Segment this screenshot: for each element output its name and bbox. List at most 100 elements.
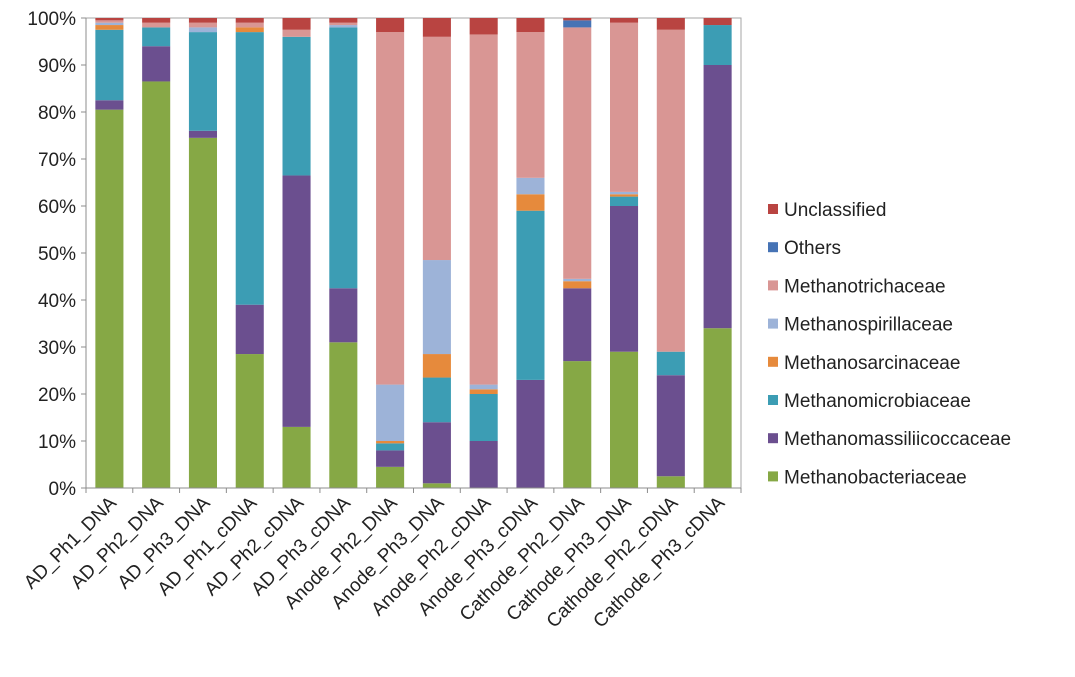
y-tick-label: 0% bbox=[49, 479, 77, 500]
bar-stack bbox=[656, 18, 685, 488]
bar-segment bbox=[235, 354, 264, 488]
legend-swatch bbox=[768, 318, 778, 329]
bar-segment bbox=[469, 34, 498, 385]
bar-segment bbox=[610, 22, 639, 192]
bar-segment bbox=[610, 196, 639, 206]
y-tick-label: 50% bbox=[38, 244, 76, 265]
bar-segment bbox=[329, 288, 358, 343]
bar-segment bbox=[516, 379, 545, 488]
bar-segment bbox=[95, 18, 124, 21]
legend-label: Methanobacteriaceae bbox=[784, 467, 967, 488]
bar-stack bbox=[142, 18, 171, 488]
bar-segment bbox=[235, 27, 264, 33]
y-tick-label: 30% bbox=[38, 338, 76, 359]
bar-segment bbox=[282, 426, 311, 488]
plot-frame bbox=[85, 17, 742, 489]
bar-segment bbox=[563, 18, 592, 21]
bar-segment bbox=[656, 375, 685, 477]
bar-segment bbox=[95, 29, 124, 101]
bar-segment bbox=[376, 466, 405, 488]
bar-segment bbox=[656, 476, 685, 488]
legend-label: Methanospirillaceae bbox=[784, 315, 953, 336]
legend-item: Methanospirillaceae bbox=[768, 315, 953, 336]
bar-stack bbox=[95, 18, 124, 489]
bar-segment bbox=[469, 18, 498, 35]
bar-segment bbox=[376, 443, 405, 451]
bar-segment bbox=[656, 18, 685, 30]
bar-segment bbox=[329, 342, 358, 488]
bar-segment bbox=[235, 22, 264, 28]
bar-stack bbox=[422, 18, 451, 488]
plot-area bbox=[85, 17, 742, 489]
bar-segment bbox=[563, 20, 592, 28]
legend-item: Methanomicrobiaceae bbox=[768, 391, 971, 412]
bar-stack bbox=[563, 18, 592, 488]
legend-label: Methanosarcinaceae bbox=[784, 353, 960, 374]
bar-segment bbox=[516, 210, 545, 380]
bar-stack bbox=[235, 18, 264, 488]
bar-segment bbox=[95, 25, 124, 30]
bar-segment bbox=[282, 36, 311, 176]
legend-label: Methanomassiliicoccaceae bbox=[784, 429, 1011, 450]
legend-label: Unclassified bbox=[784, 200, 886, 221]
bar-segment bbox=[469, 389, 498, 394]
y-tick-label: 80% bbox=[38, 103, 76, 124]
bar-segment bbox=[703, 25, 732, 65]
bar-segment bbox=[610, 206, 639, 352]
x-axis: AD_Ph1_DNAAD_Ph2_DNAAD_Ph3_DNAAD_Ph1_cDN… bbox=[20, 487, 742, 632]
bar-segment bbox=[610, 194, 639, 197]
bar-segment bbox=[376, 32, 405, 385]
y-tick-label: 70% bbox=[38, 150, 76, 171]
legend-swatch bbox=[768, 242, 778, 253]
bars bbox=[95, 18, 732, 489]
bar-segment bbox=[142, 18, 171, 23]
bar-stack bbox=[188, 18, 217, 488]
legend-swatch bbox=[768, 356, 778, 367]
bar-segment bbox=[142, 46, 171, 82]
bar-segment bbox=[282, 18, 311, 30]
bar-segment bbox=[469, 441, 498, 488]
bar-segment bbox=[376, 441, 405, 444]
bar-segment bbox=[469, 384, 498, 390]
bar-stack bbox=[469, 18, 498, 488]
legend-swatch bbox=[768, 395, 778, 405]
bar-segment bbox=[610, 191, 639, 195]
y-tick-label: 20% bbox=[38, 385, 76, 406]
bar-segment bbox=[235, 304, 264, 355]
bar-segment bbox=[656, 29, 685, 352]
bar-segment bbox=[422, 354, 451, 378]
bar-segment bbox=[703, 328, 732, 488]
bar-segment bbox=[422, 260, 451, 355]
y-tick-label: 40% bbox=[38, 291, 76, 312]
bar-segment bbox=[282, 29, 311, 37]
bar-segment bbox=[422, 483, 451, 488]
bar-segment bbox=[422, 36, 451, 261]
bar-segment bbox=[610, 18, 639, 23]
bar-segment bbox=[422, 422, 451, 484]
bar-segment bbox=[329, 25, 358, 28]
bar-segment bbox=[563, 288, 592, 362]
legend-label: Methanomicrobiaceae bbox=[784, 391, 971, 412]
bar-segment bbox=[235, 32, 264, 305]
bar-segment bbox=[610, 351, 639, 488]
bar-segment bbox=[563, 278, 592, 282]
bar-segment bbox=[329, 18, 358, 23]
bar-stack bbox=[282, 18, 311, 488]
bar-segment bbox=[95, 100, 124, 110]
bar-segment bbox=[188, 137, 217, 488]
legend-item: Methanosarcinaceae bbox=[768, 353, 960, 374]
bar-stack bbox=[516, 18, 545, 488]
bar-segment bbox=[563, 281, 592, 289]
y-tick-label: 90% bbox=[38, 56, 76, 77]
y-tick-label: 60% bbox=[38, 197, 76, 218]
bar-segment bbox=[422, 18, 451, 37]
bar-segment bbox=[469, 394, 498, 441]
bar-segment bbox=[516, 32, 545, 178]
bar-segment bbox=[376, 384, 405, 441]
bar-segment bbox=[563, 27, 592, 279]
bar-stack bbox=[610, 18, 639, 488]
bar-segment bbox=[703, 18, 732, 26]
bar-segment bbox=[282, 175, 311, 427]
bar-segment bbox=[376, 450, 405, 467]
